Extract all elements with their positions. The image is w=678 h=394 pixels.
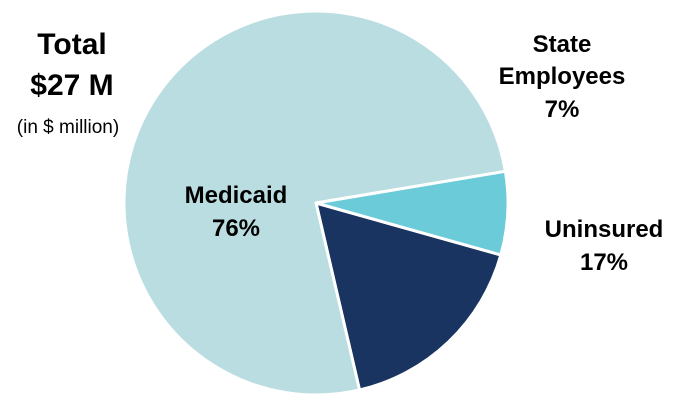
total-label-line2: $27 M — [30, 69, 113, 102]
slice-label-medicaid-name: Medicaid — [185, 182, 288, 209]
pie-slices — [122, 9, 510, 394]
slice-labels: Medicaid 76% State Employees 7% Uninsure… — [185, 31, 664, 276]
slice-label-uninsured-name: Uninsured — [545, 216, 664, 243]
slice-label-uninsured-value: 17% — [580, 249, 628, 276]
pie-slice-uninsured — [314, 201, 503, 392]
slice-label-state-employees-name-line2: Employees — [499, 63, 626, 90]
total-label-line1: Total — [37, 28, 106, 61]
slice-label-state-employees-value: 7% — [545, 96, 580, 123]
total-annotation: Total $27 M (in $ million) — [17, 28, 119, 138]
pie-slice-state-employees — [314, 169, 510, 257]
slice-label-medicaid-value: 76% — [212, 215, 260, 242]
total-note: (in $ million) — [17, 117, 119, 138]
slice-label-state-employees-name-line1: State — [533, 31, 592, 58]
